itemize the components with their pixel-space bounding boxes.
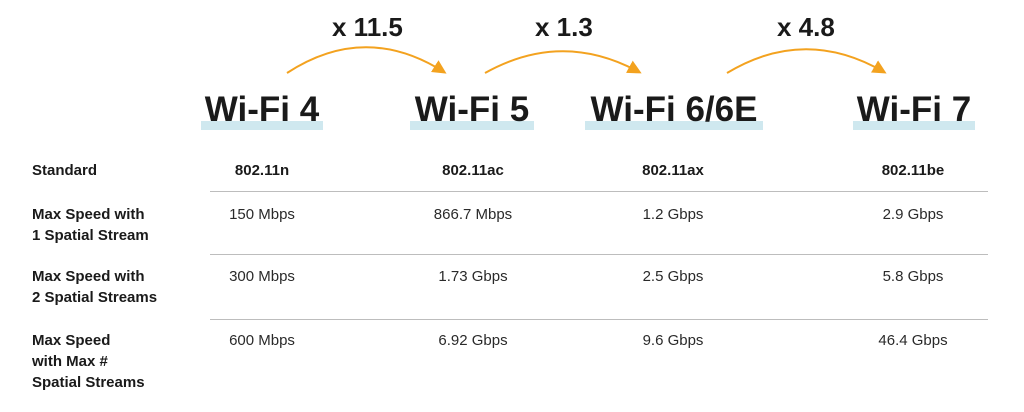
row-label: Max Speed with Max # Spatial Streams xyxy=(32,332,145,391)
row-label: Max Speed with 2 Spatial Streams xyxy=(32,268,158,306)
gen-title: Wi-Fi 7 xyxy=(856,90,972,129)
row-label: Max Speed with 1 Spatial Stream xyxy=(32,206,149,244)
multiplier-5-to-6: x 1.3 xyxy=(535,12,593,42)
table-cell: 802.11be xyxy=(881,162,945,179)
gen-title: Wi-Fi 6/6E xyxy=(590,90,758,129)
multiplier-4-to-5: x 11.5 xyxy=(332,12,403,42)
table-cell: 150 Mbps xyxy=(229,206,295,223)
table-cell: 600 Mbps xyxy=(229,332,295,349)
table-cell: 9.6 Gbps xyxy=(642,332,704,349)
gen-title: Wi-Fi 5 xyxy=(414,90,530,129)
gen-highlight xyxy=(201,121,323,130)
gen-highlight xyxy=(853,121,975,130)
arrow-5-to-6 xyxy=(484,50,642,74)
table-cell: 46.4 Gbps xyxy=(878,332,948,349)
gen-wifi-4: Wi-Fi 4 xyxy=(201,88,323,132)
table-cell: 802.11n xyxy=(234,162,290,179)
gen-wifi-6: Wi-Fi 6/6E xyxy=(585,88,763,132)
row-divider xyxy=(210,254,988,255)
row-divider xyxy=(210,191,988,192)
gen-highlight xyxy=(585,121,763,130)
table-cell: 5.8 Gbps xyxy=(882,268,944,285)
arrow-4-to-5 xyxy=(286,46,447,74)
gen-highlight xyxy=(410,121,534,130)
gen-wifi-7: Wi-Fi 7 xyxy=(853,88,975,132)
table-cell: 1.73 Gbps xyxy=(438,268,508,285)
arrow-6-to-7 xyxy=(726,48,887,74)
gen-wifi-5: Wi-Fi 5 xyxy=(410,88,534,132)
table-cell: 1.2 Gbps xyxy=(642,206,704,223)
table-cell: 802.11ax xyxy=(642,162,704,179)
row-label: Standard xyxy=(32,162,98,179)
multiplier-6-to-7: x 4.8 xyxy=(777,12,835,42)
table-cell: 6.92 Gbps xyxy=(438,332,508,349)
row-divider xyxy=(210,319,988,320)
table-cell: 866.7 Mbps xyxy=(433,206,513,223)
table-cell: 300 Mbps xyxy=(229,268,295,285)
table-cell: 2.9 Gbps xyxy=(882,206,944,223)
table-cell: 2.5 Gbps xyxy=(642,268,704,285)
gen-title: Wi-Fi 4 xyxy=(204,90,320,129)
table-cell: 802.11ac xyxy=(442,162,504,179)
